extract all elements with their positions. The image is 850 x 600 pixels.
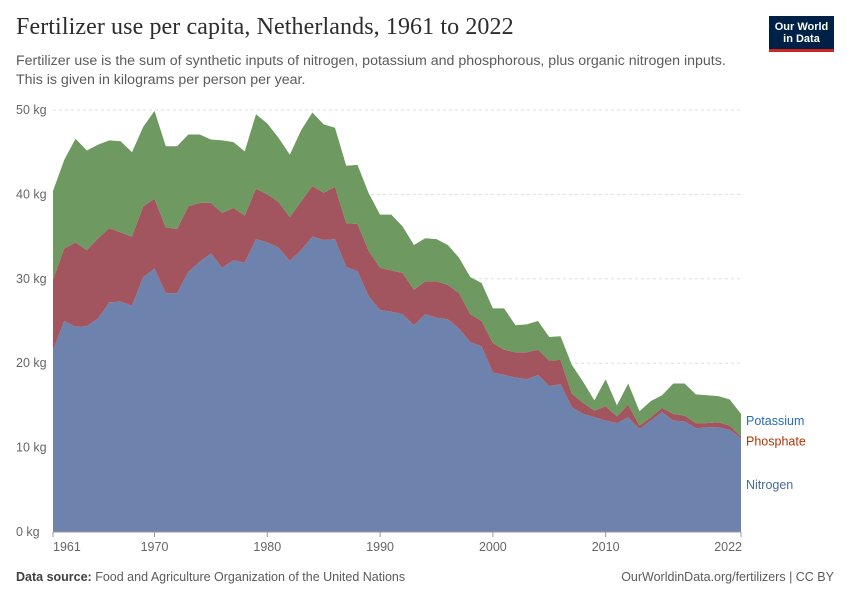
chart-subtitle: Fertilizer use is the sum of synthetic i… [16, 53, 726, 88]
data-source: Data source: Food and Agriculture Organi… [16, 570, 405, 584]
x-axis-ticks: 1961 1970 1980 1990 2000 2010 2022 [52, 532, 742, 554]
x-tick-label: 2000 [479, 540, 507, 554]
area-potassium [53, 110, 741, 437]
series-areas [53, 110, 741, 533]
x-tick-label: 1980 [253, 540, 281, 554]
series-label-potassium: Potassium [746, 414, 804, 428]
chart-title: Fertilizer use per capita, Netherlands, … [16, 14, 514, 40]
y-tick-label: 40 kg [16, 187, 47, 201]
x-tick-label: 2022 [714, 540, 742, 554]
x-tick-label: 1970 [141, 540, 169, 554]
series-label-nitrogen: Nitrogen [746, 478, 793, 492]
logo-line-2: in Data [783, 32, 820, 45]
y-tick-label: 0 kg [16, 525, 40, 539]
area-phosphate [53, 185, 741, 439]
area-nitrogen [53, 236, 741, 532]
data-source-link[interactable]: Food and Agriculture Organization of the… [95, 570, 406, 584]
data-source-label: Data source: [16, 570, 92, 584]
y-axis-ticks: 0 kg 10 kg 20 kg 30 kg 40 kg 50 kg [16, 103, 47, 539]
y-tick-label: 50 kg [16, 103, 47, 117]
series-labels: Nitrogen Phosphate Potassium [746, 414, 806, 492]
y-tick-label: 20 kg [16, 356, 47, 370]
x-tick-label: 2010 [592, 540, 620, 554]
series-label-phosphate: Phosphate [746, 435, 806, 449]
footer-url[interactable]: OurWorldinData.org/fertilizers | CC BY [621, 570, 834, 584]
logo-line-1: Our World [774, 20, 829, 33]
owid-logo[interactable]: Our World in Data [769, 16, 834, 52]
y-tick-label: 10 kg [16, 441, 47, 455]
x-tick-label: 1961 [53, 540, 81, 554]
x-tick-label: 1990 [366, 540, 394, 554]
y-tick-label: 30 kg [16, 272, 47, 286]
